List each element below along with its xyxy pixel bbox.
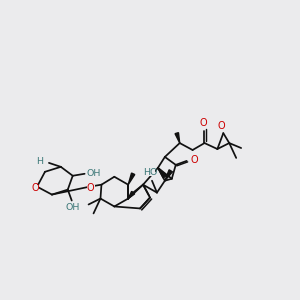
Text: H: H [37,158,44,166]
Polygon shape [158,168,167,178]
FancyBboxPatch shape [31,185,39,191]
FancyBboxPatch shape [190,157,199,163]
Polygon shape [128,191,135,199]
Polygon shape [128,173,135,185]
Text: O: O [31,183,39,193]
FancyBboxPatch shape [68,205,78,210]
Text: O: O [87,183,94,193]
Text: OH: OH [86,169,101,178]
Text: O: O [218,121,225,131]
FancyBboxPatch shape [145,170,155,176]
Polygon shape [165,170,172,181]
FancyBboxPatch shape [218,124,225,130]
Text: O: O [200,118,207,128]
Text: O: O [191,155,198,165]
Text: OH: OH [65,203,80,212]
FancyBboxPatch shape [87,185,94,191]
FancyBboxPatch shape [36,159,44,165]
Polygon shape [175,133,180,143]
FancyBboxPatch shape [88,171,98,177]
FancyBboxPatch shape [200,121,208,127]
Text: HO: HO [143,168,157,177]
